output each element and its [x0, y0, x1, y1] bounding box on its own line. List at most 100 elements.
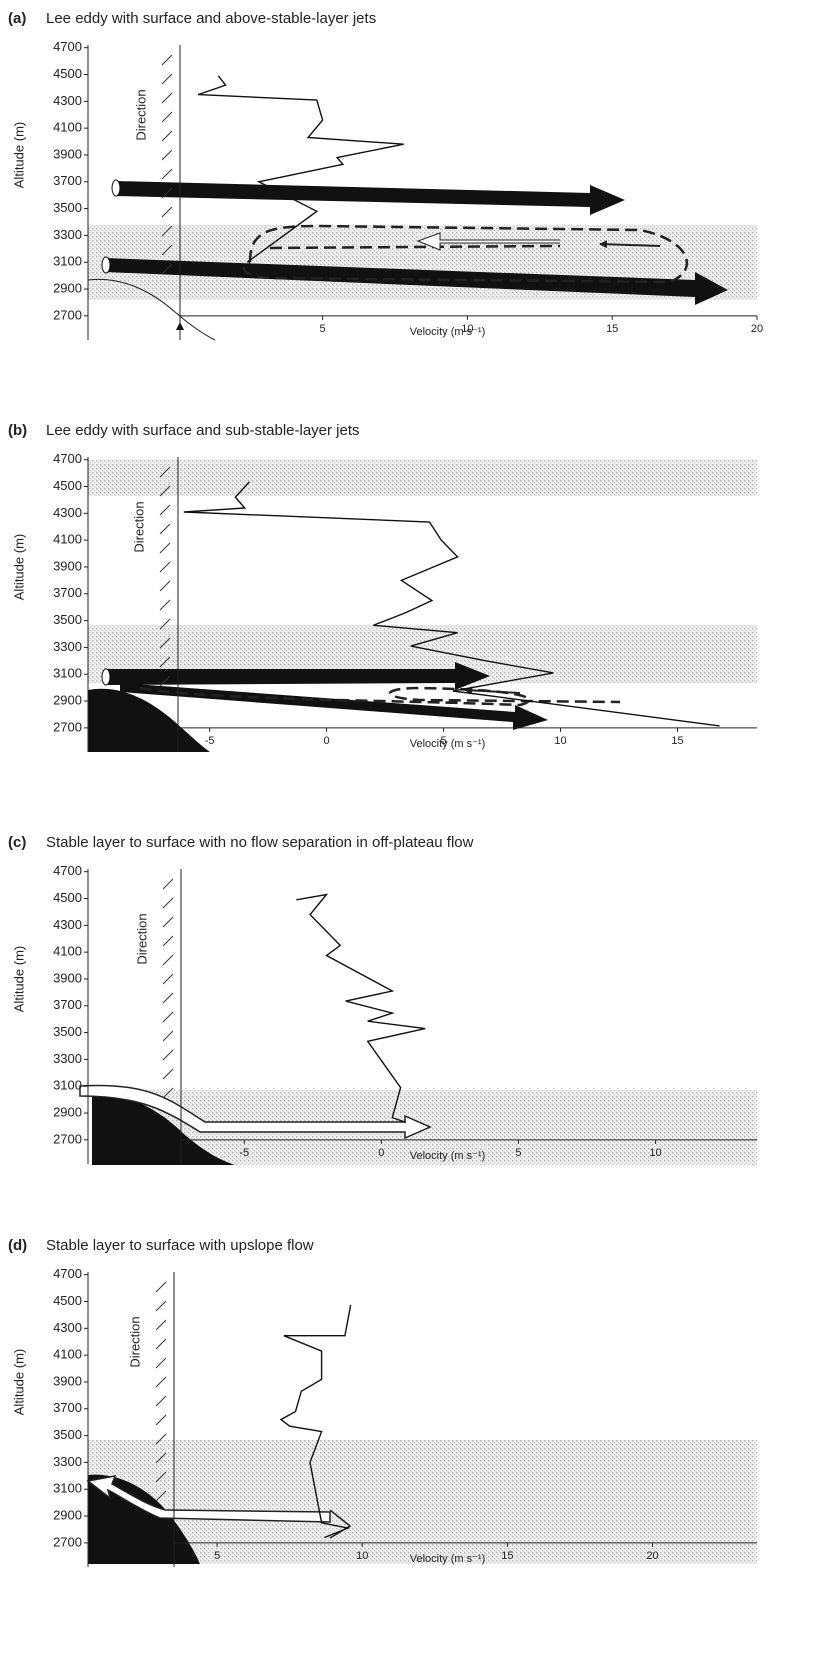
y-axis-label: Altitude (m): [11, 534, 26, 600]
y-tick-label: 4300: [53, 505, 82, 520]
direction-label: Direction: [133, 89, 148, 140]
direction-barb: [163, 936, 173, 946]
direction-barb: [162, 93, 172, 103]
x-tick-label: 20: [646, 1550, 658, 1562]
direction-barb: [156, 1320, 166, 1330]
direction-barb: [163, 1031, 173, 1041]
direction-barb: [156, 1377, 166, 1387]
panel-label: (a): [8, 10, 26, 27]
y-tick-label: 3100: [53, 1078, 82, 1093]
direction-barb: [156, 1301, 166, 1311]
x-axis-label: Velocity (m s⁻¹): [410, 1553, 485, 1565]
y-tick-label: 3900: [53, 1373, 82, 1388]
x-axis-label: Velocity (m s⁻¹): [410, 1150, 485, 1162]
y-tick-label: 4500: [53, 66, 82, 81]
direction-barb: [162, 169, 172, 179]
y-tick-label: 3900: [53, 558, 82, 573]
y-axis-label: Altitude (m): [11, 946, 26, 1012]
y-tick-label: 4500: [53, 478, 82, 493]
chart-title: Stable layer to surface with upslope flo…: [46, 1237, 314, 1254]
y-tick-label: 4100: [53, 1347, 82, 1362]
direction-label: Direction: [134, 913, 149, 964]
y-tick-label: 3700: [53, 585, 82, 600]
direction-barb: [163, 917, 173, 927]
direction-barb: [163, 955, 173, 965]
direction-barb: [156, 1396, 166, 1406]
direction-barb: [160, 543, 170, 553]
direction-label: Direction: [131, 501, 146, 552]
direction-barb: [162, 150, 172, 160]
y-tick-label: 2700: [53, 719, 82, 734]
y-tick-label: 2900: [53, 1507, 82, 1522]
x-axis-label: Velocity (m s⁻¹): [410, 738, 485, 750]
x-tick-label: -5: [239, 1147, 249, 1159]
x-tick-label: 5: [320, 323, 326, 335]
y-tick-label: 4700: [53, 863, 82, 878]
y-tick-label: 4300: [53, 93, 82, 108]
y-tick-label: 3100: [53, 254, 82, 269]
y-tick-label: 3500: [53, 1427, 82, 1442]
y-tick-label: 3500: [53, 612, 82, 627]
y-tick-label: 3100: [53, 1481, 82, 1496]
terrain: [88, 689, 210, 752]
y-tick-label: 2900: [53, 1104, 82, 1119]
x-tick-label: 0: [378, 1147, 384, 1159]
y-axis-label: Altitude (m): [11, 122, 26, 188]
direction-barb: [156, 1415, 166, 1425]
jet-tail: [102, 257, 110, 273]
y-tick-label: 3500: [53, 1024, 82, 1039]
direction-barb: [163, 1050, 173, 1060]
stable-layer: [88, 460, 757, 496]
direction-barb: [163, 993, 173, 1003]
y-tick-label: 3300: [53, 1454, 82, 1469]
x-tick-label: 5: [214, 1550, 220, 1562]
y-tick-label: 3100: [53, 666, 82, 681]
y-tick-label: 3300: [53, 227, 82, 242]
page: (a) Lee eddy with surface and above-stabl…: [0, 0, 818, 1678]
direction-barb: [162, 74, 172, 84]
x-tick-label: 10: [649, 1147, 661, 1159]
y-tick-label: 3700: [53, 173, 82, 188]
direction-barb: [163, 898, 173, 908]
chart-title: Lee eddy with surface and above-stable-l…: [46, 10, 376, 27]
direction-barb: [162, 131, 172, 141]
x-tick-label: 15: [606, 323, 618, 335]
x-tick-label: 15: [671, 735, 683, 747]
jet-tail: [112, 180, 120, 196]
direction-barb: [163, 1012, 173, 1022]
y-tick-label: 4300: [53, 1320, 82, 1335]
direction-barb: [163, 1069, 173, 1079]
y-tick-label: 3700: [53, 1400, 82, 1415]
x-tick-label: 10: [356, 1550, 368, 1562]
y-tick-label: 2900: [53, 692, 82, 707]
y-tick-label: 4100: [53, 944, 82, 959]
direction-barb: [162, 207, 172, 217]
direction-barb: [162, 55, 172, 65]
direction-barb: [160, 524, 170, 534]
direction-barb: [160, 581, 170, 591]
direction-barb: [156, 1282, 166, 1292]
direction-barb: [160, 505, 170, 515]
y-axis-label: Altitude (m): [11, 1349, 26, 1415]
y-tick-label: 3700: [53, 997, 82, 1012]
direction-barb: [162, 112, 172, 122]
x-tick-label: 0: [324, 735, 330, 747]
y-tick-label: 4700: [53, 39, 82, 54]
direction-barb: [160, 562, 170, 572]
x-tick-label: 15: [501, 1550, 513, 1562]
y-tick-label: 3500: [53, 200, 82, 215]
panel-label: (c): [8, 834, 26, 851]
y-tick-label: 2900: [53, 280, 82, 295]
y-tick-label: 4700: [53, 451, 82, 466]
y-tick-label: 3300: [53, 1051, 82, 1066]
y-tick-label: 3300: [53, 639, 82, 654]
figure: (a) Lee eddy with surface and above-stabl…: [0, 0, 818, 1678]
y-tick-label: 3900: [53, 146, 82, 161]
x-tick-label: 10: [554, 735, 566, 747]
y-tick-label: 4500: [53, 890, 82, 905]
chart-title: Stable layer to surface with no flow sep…: [46, 834, 474, 851]
direction-label: Direction: [127, 1316, 142, 1367]
x-tick-label: 20: [751, 323, 763, 335]
chart-title: Lee eddy with surface and sub-stable-lay…: [46, 422, 360, 439]
eddy-arrow: [465, 690, 520, 693]
